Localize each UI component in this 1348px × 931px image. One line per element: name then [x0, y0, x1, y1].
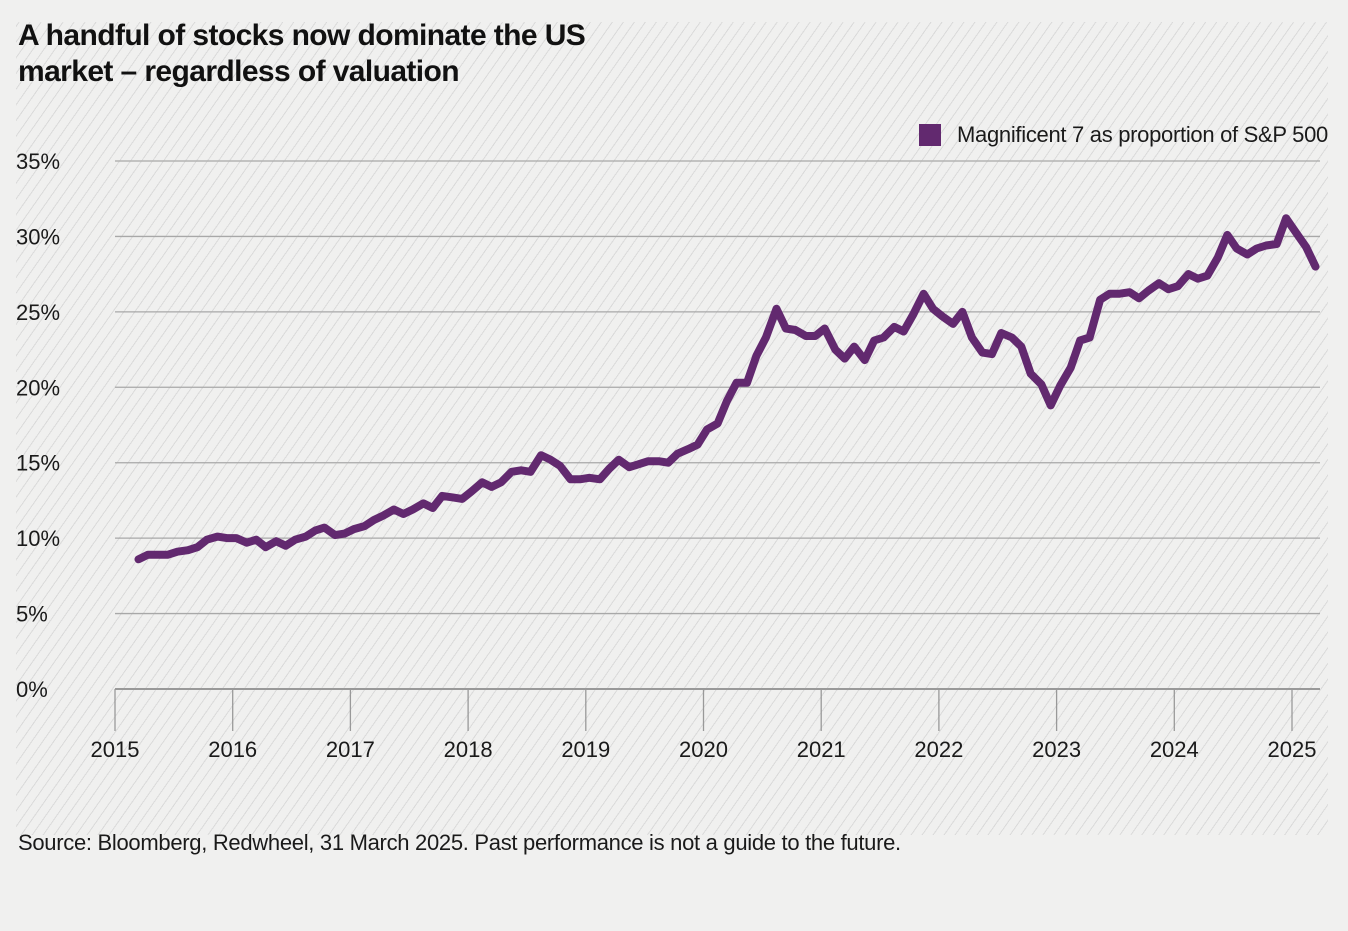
y-tick-label: 0% — [16, 677, 48, 702]
x-tick-label: 2021 — [797, 737, 846, 762]
source-note: Source: Bloomberg, Redwheel, 31 March 20… — [18, 830, 901, 855]
y-tick-label: 35% — [16, 149, 60, 174]
chart-title-line-1: A handful of stocks now dominate the US — [18, 19, 586, 52]
y-tick-label: 5% — [16, 602, 48, 627]
y-axis-labels: 0% 5% 10% 15% 20% 25% 30% 35% — [16, 149, 60, 702]
legend: Magnificent 7 as proportion of S&P 500 — [919, 122, 1328, 148]
x-tick-label: 2019 — [561, 737, 610, 762]
x-tick-label: 2016 — [208, 737, 257, 762]
x-tick-label: 2024 — [1150, 737, 1199, 762]
x-tick-label: 2018 — [444, 737, 493, 762]
legend-label: Magnificent 7 as proportion of S&P 500 — [957, 122, 1328, 147]
x-tick-label: 2022 — [914, 737, 963, 762]
x-axis: 2015 2016 2017 2018 2019 2020 2021 2022 2023 2024… — [91, 688, 1320, 762]
series-line — [134, 214, 1320, 564]
x-tick-label: 2020 — [679, 737, 728, 762]
x-tick-label: 2015 — [91, 737, 140, 762]
x-tick-label: 2017 — [326, 737, 375, 762]
legend-swatch — [919, 124, 941, 146]
chart-title: A handful of stocks now dominate the US … — [18, 18, 658, 90]
chart-background — [16, 22, 1328, 835]
gridlines — [115, 160, 1320, 615]
y-tick-label: 15% — [16, 451, 60, 476]
x-tick-label: 2025 — [1268, 737, 1317, 762]
y-tick-label: 25% — [16, 300, 60, 325]
chart-title-line-2: market – regardless of valuation — [18, 55, 460, 88]
y-tick-label: 30% — [16, 224, 60, 249]
y-tick-label: 10% — [16, 526, 60, 551]
series-layer — [134, 214, 1320, 564]
x-tick-label: 2023 — [1032, 737, 1081, 762]
y-tick-label: 20% — [16, 375, 60, 400]
